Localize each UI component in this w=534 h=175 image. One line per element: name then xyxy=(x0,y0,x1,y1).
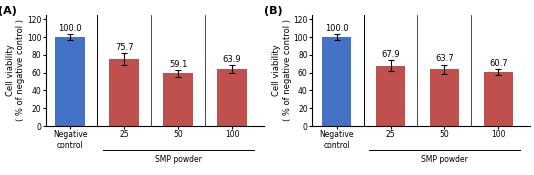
Bar xyxy=(56,37,85,126)
Text: 59.1: 59.1 xyxy=(169,60,187,69)
Bar xyxy=(109,59,139,126)
Bar xyxy=(430,69,459,126)
Text: 75.7: 75.7 xyxy=(115,43,134,52)
Text: 100.0: 100.0 xyxy=(325,24,348,33)
Bar xyxy=(217,69,247,126)
Text: 63.7: 63.7 xyxy=(435,54,454,63)
Y-axis label: Cell viability
( % of negative control ): Cell viability ( % of negative control ) xyxy=(6,19,26,121)
Y-axis label: Cell viability
( % of negative control ): Cell viability ( % of negative control ) xyxy=(272,19,292,121)
Text: SMP powder: SMP powder xyxy=(421,155,468,164)
Bar xyxy=(322,37,351,126)
Bar xyxy=(376,66,405,126)
Text: 100.0: 100.0 xyxy=(59,24,82,33)
Text: (A): (A) xyxy=(0,6,17,16)
Bar xyxy=(163,74,193,126)
Text: SMP powder: SMP powder xyxy=(155,155,201,164)
Text: 67.9: 67.9 xyxy=(381,50,400,59)
Text: 60.7: 60.7 xyxy=(489,59,508,68)
Bar xyxy=(483,72,513,126)
Text: 63.9: 63.9 xyxy=(223,55,241,64)
Text: (B): (B) xyxy=(264,6,282,16)
